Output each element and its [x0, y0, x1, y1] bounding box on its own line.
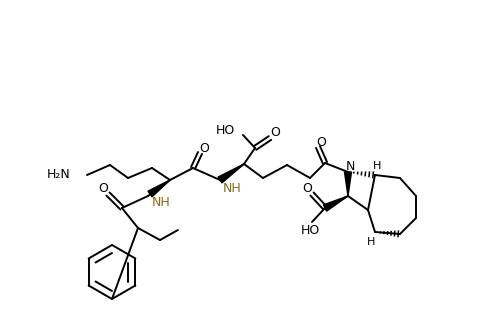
Text: O: O	[98, 182, 108, 195]
Text: H₂N: H₂N	[47, 168, 71, 181]
Polygon shape	[148, 180, 170, 197]
Text: N: N	[345, 160, 355, 173]
Text: O: O	[270, 126, 280, 140]
Text: O: O	[302, 182, 312, 195]
Text: O: O	[316, 135, 326, 148]
Text: H: H	[367, 237, 375, 247]
Polygon shape	[323, 196, 348, 211]
Polygon shape	[218, 164, 244, 183]
Text: H: H	[373, 161, 381, 171]
Text: O: O	[199, 142, 209, 155]
Text: NH: NH	[223, 181, 242, 194]
Text: HO: HO	[301, 224, 320, 237]
Text: NH: NH	[152, 196, 171, 210]
Text: HO: HO	[216, 123, 235, 136]
Polygon shape	[345, 172, 352, 196]
